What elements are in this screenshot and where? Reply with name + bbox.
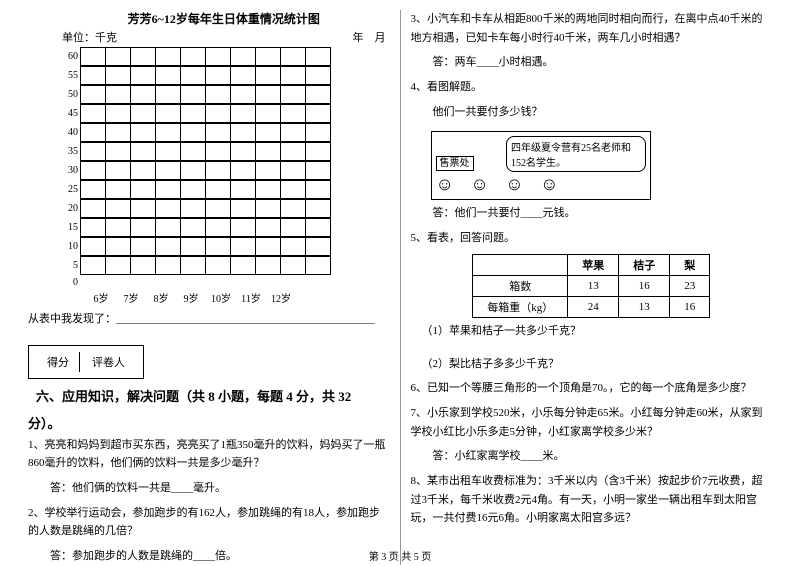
question-1: 1、亮亮和妈妈到超市买东西，亮亮买了1瓶350毫升的饮料，妈妈买了一瓶860毫升…: [28, 436, 390, 473]
score-label: 得分: [37, 352, 80, 372]
grader-label: 评卷人: [82, 352, 135, 372]
question-2: 2、学校举行运动会，参加跑步的有162人，参加跳绳的有18人，参加跑步的人数是跳…: [28, 504, 390, 541]
section-6-title: 六、应用知识，解决问题（共 8 小题，每题 4 分，共 32: [36, 386, 351, 405]
observation-line: 从表中我发现了：________________________________…: [28, 311, 390, 329]
question-5-1: （1）苹果和桔子一共多少千克？: [411, 322, 773, 341]
question-5: 5、看表，回答问题。: [411, 229, 773, 248]
question-7: 7、小乐家到学校520米，小乐每分钟走65米。小红每分钟走60米，从家到学校小红…: [411, 404, 773, 441]
chart-grid: 605550454035302520151050 6岁7岁8岁9岁10岁11岁1…: [58, 47, 390, 305]
answer-7: 答：小红家离学校____米。: [411, 447, 773, 466]
question-6: 6、已知一个等腰三角形的一个顶角是70。，它的每一个底角是多少度？: [411, 379, 773, 398]
answer-1: 答：他们俩的饮料一共是____毫升。: [28, 479, 390, 498]
section-6-title-2: 分）。: [28, 413, 390, 432]
chart-unit: 单位：千克: [62, 29, 117, 45]
booth-label: 售票处: [436, 156, 474, 171]
statistics-chart: 芳芳6~12岁每年生日体重情况统计图 单位：千克 年 月 60555045403…: [58, 10, 390, 305]
question-4: 4、看图解题。: [411, 78, 773, 97]
answer-3: 答：两车____小时相遇。: [411, 53, 773, 72]
chart-date: 年 月: [353, 29, 386, 45]
question-8: 8、某市出租车收费标准为：3千米以内（含3千米）按起步价7元收费，超过3千米，每…: [411, 472, 773, 528]
score-box: 得分 评卷人: [28, 345, 144, 379]
column-divider: [400, 10, 401, 565]
question-5-2: （2）梨比桔子多多少千克？: [411, 355, 773, 374]
answer-4: 答：他们一共要付____元钱。: [411, 204, 773, 223]
speech-bubble: 四年级夏令营有25名老师和152名学生。: [506, 136, 646, 172]
data-table: 苹果桔子梨 箱数131623 每箱重（kg）241316: [472, 254, 710, 318]
question-4b: 他们一共要付多少钱？: [411, 103, 773, 122]
chart-title: 芳芳6~12岁每年生日体重情况统计图: [58, 10, 390, 27]
page-footer: 第 3 页 共 5 页: [0, 548, 800, 563]
illustration: 售票处 四年级夏令营有25名老师和152名学生。 ☺ ☺ ☺ ☺: [431, 131, 652, 200]
question-3: 3、小汽车和卡车从相距800千米的两地同时相向而行，在离中点40千米的地方相遇，…: [411, 10, 773, 47]
